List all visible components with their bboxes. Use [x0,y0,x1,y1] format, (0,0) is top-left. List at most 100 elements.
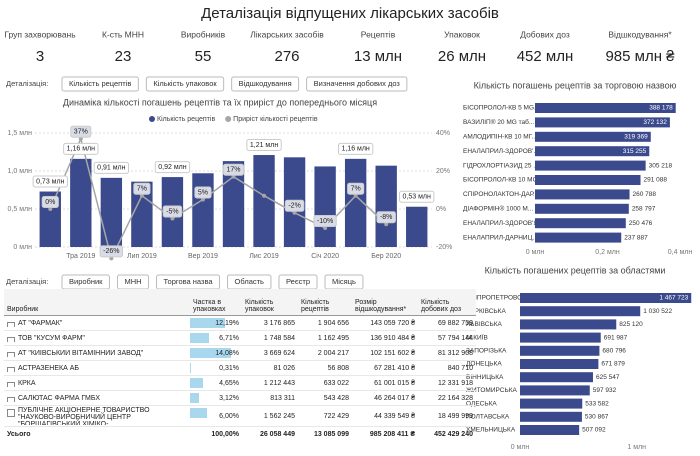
table-cell: 81 312 908 [418,345,476,361]
value-label: 250 476 [629,220,653,227]
x-tick-label: 0,2 млн [595,249,620,256]
value-label: 260 788 [633,191,657,198]
bar [520,372,593,383]
cell-text: 136 910 484 ₴ [370,334,415,342]
cell-text: 18 499 999 [437,412,473,420]
label-box [133,182,151,195]
value-label: 680 796 [602,348,626,355]
growth-value-label: 17% [226,167,240,174]
row-name: АТ "ФАРМАК" [7,320,187,327]
bar [535,232,622,243]
value-label: 507 092 [582,427,606,434]
share-bar [190,318,226,328]
button-label: Кількість рецептів [69,79,131,88]
button-box [231,76,300,92]
row-name-text: САЛЮТАС ФАРМА ГМБХ [18,394,100,402]
category-label: СПІРОНОЛАКТОН-ДАР... [463,191,539,198]
bar [520,293,692,303]
y2-tick-label: 40% [436,130,450,137]
category-label: ЖИТОМИРСЬКА [466,387,518,394]
category-label: ДІАФОРМІН® 1000 M... [463,205,533,213]
column-header: Частка в упаковках [190,289,242,316]
filter-button[interactable]: Визначення добових доз [306,76,408,92]
expand-icon [7,366,15,372]
category-label: ЗАПОРІЗЬКА [466,348,507,355]
share-text: 6,71% [219,334,239,342]
filter-button[interactable]: Відшкодування [231,76,300,92]
value-label: 319 369 [624,134,648,141]
cell-text: 813 311 [270,394,295,402]
share-text: 4,65% [219,379,239,387]
category-label: БІСОПРОЛОЛ-КВ 5 MG... [463,105,540,112]
button-label: Область [235,277,265,286]
table-cell: 44 339 549 ₴ [352,405,418,427]
bar [192,173,214,247]
total-cell: 452 429 240 [418,426,476,441]
table-row: АТ "КИЇВСЬКИЙ ВІТАМІННИЙ ЗАВОД" 14,08% 3 6… [4,345,476,361]
label-box [70,125,92,138]
table-cell: 143 059 720 ₴ [352,315,418,331]
category-label: АМЛОДИПІН-КВ 10 МГ... [463,134,537,141]
chart-title: Кількість погашень рецептів за торговою … [474,80,677,90]
category-label: ОДЕСЬКА [466,400,497,407]
bar-value-label: 0,91 млн [97,165,125,172]
cell-text: 81 026 [273,364,295,372]
table-cell: АТ "КИЇВСЬКИЙ ВІТАМІННИЙ ЗАВОД" [4,345,190,361]
x-tick-label: Січ 2020 [311,252,339,260]
data-table: Виробник Частка в упаковках Кількість упак… [4,289,476,441]
filter-button[interactable]: Місяць [324,274,364,290]
filter-button[interactable]: МНН [116,274,150,290]
kpi-label: Упаковок [444,29,480,39]
y2-tick-label: 20% [436,168,450,175]
y2-tick-label: 0% [436,206,446,213]
bar [535,218,626,229]
bar [375,165,397,247]
x-tick-label: 0 млн [511,444,530,451]
kpi-value: 985 млн ₴ [605,48,675,65]
y2-tick-label: -20% [436,244,452,251]
table-row: АТ "ФАРМАК" 12,19% 3 176 865 1 904 656 143 0… [4,315,476,331]
value-label: 258 797 [632,206,656,213]
cell-text: 722 429 [323,412,349,420]
button-label: Кількість упаковок [153,79,217,88]
cell-text: 3 669 624 [263,349,295,357]
growth-value-label: -8% [380,214,392,221]
filter-button[interactable]: Область [227,274,272,290]
table-cell: 12,19% [190,315,242,331]
cell-text: 1 562 245 [263,412,295,420]
label-box [194,186,212,199]
share-bar [190,348,231,358]
kpi-label: Виробників [181,29,226,39]
table-cell: 1 562 245 [242,405,298,427]
label-box [63,142,99,155]
table-cell: 813 311 [242,390,298,406]
cell-text: 67 281 410 ₴ [374,364,415,372]
filter-button[interactable]: Реєстр [278,274,318,290]
label-box [93,161,130,174]
row-name: АСТРАЗЕНЕКА АБ [7,365,187,372]
value-label: 671 879 [601,361,625,368]
cell-text: 633 022 [323,379,349,387]
column-header: Виробник [4,289,190,316]
filter-button[interactable]: Кількість рецептів [61,76,139,92]
bar [222,161,245,247]
category-label: ЕНАЛАПРИЛ-ЗДОРОВ'... [463,148,539,155]
total-cell: 13 085 099 [298,426,352,441]
bar-value-label: 1,16 млн [67,146,95,153]
kpi-value: 23 [115,48,132,65]
value-label: 1 467 723 [659,295,688,302]
filter-button[interactable]: Виробник [61,274,110,290]
table-cell: 14,08% [190,345,242,361]
category-label: ВАЗИЛІП® 20 MG таб... [463,118,534,126]
category-label: БІСОПРОЛОЛ-КВ 10 MG... [463,177,543,184]
cell-text: 69 882 759 [437,319,473,327]
filter-button[interactable]: Торгова назва [156,274,221,290]
label-box [376,211,396,224]
x-tick-label: Бер 2020 [371,253,401,260]
table-cell: 2 004 217 [298,345,352,361]
total-cell: 26 058 449 [242,426,298,441]
growth-value-label: 7% [351,186,361,193]
filter-button[interactable]: Кількість упаковок [145,76,225,92]
label-box [162,205,183,218]
cell-text: 1 212 443 [263,379,295,387]
